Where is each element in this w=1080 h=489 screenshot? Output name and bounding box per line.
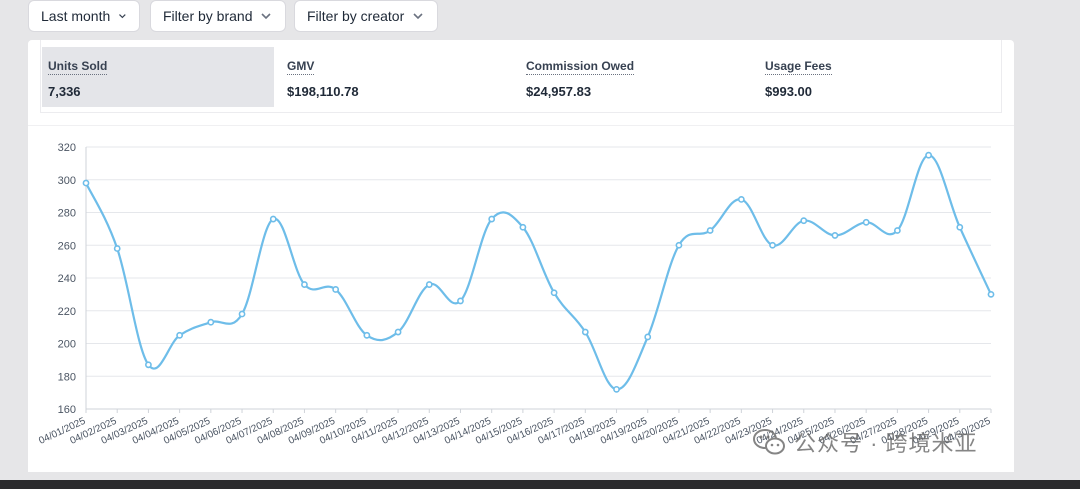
data-point bbox=[519, 223, 527, 231]
metric-label: GMV bbox=[287, 59, 315, 75]
brand-filter-label: Filter by brand bbox=[163, 8, 253, 24]
data-point bbox=[613, 385, 620, 393]
creator-filter-dropdown[interactable]: Filter by creator bbox=[294, 0, 438, 32]
metric-usage-fees[interactable]: Usage Fees $993.00 bbox=[759, 47, 991, 107]
data-point bbox=[176, 331, 184, 339]
data-point bbox=[145, 361, 152, 369]
y-tick-label: 260 bbox=[58, 240, 76, 252]
metric-value: $993.00 bbox=[765, 84, 812, 99]
metric-label: Commission Owed bbox=[526, 59, 635, 75]
date-range-label: Last month bbox=[41, 8, 111, 24]
data-point bbox=[675, 241, 683, 249]
y-tick-label: 160 bbox=[58, 404, 76, 416]
dashboard-card: Units Sold 7,336 GMV $198,110.78 Commiss… bbox=[28, 40, 1014, 472]
y-tick-label: 180 bbox=[58, 371, 76, 383]
data-point bbox=[238, 310, 246, 318]
y-tick-label: 280 bbox=[58, 208, 76, 220]
data-point bbox=[956, 223, 964, 231]
data-point bbox=[831, 232, 839, 239]
data-point bbox=[394, 328, 402, 336]
metric-gmv[interactable]: GMV $198,110.78 bbox=[281, 47, 513, 107]
data-point bbox=[363, 331, 371, 339]
y-tick-label: 200 bbox=[58, 339, 76, 351]
creator-filter-label: Filter by creator bbox=[307, 8, 405, 24]
data-point bbox=[769, 241, 776, 249]
series-line-units-sold bbox=[85, 154, 992, 391]
chevron-down-icon bbox=[119, 14, 126, 19]
watermark: 公众号 · 跨境米亚 bbox=[752, 424, 978, 460]
data-point bbox=[207, 318, 215, 326]
metric-commission-owed[interactable]: Commission Owed $24,957.83 bbox=[520, 47, 752, 107]
data-point bbox=[893, 227, 901, 234]
metric-value: $198,110.78 bbox=[287, 84, 359, 99]
data-point bbox=[425, 281, 433, 288]
data-point bbox=[269, 215, 277, 223]
data-point bbox=[332, 286, 340, 293]
data-point bbox=[550, 289, 558, 297]
data-point bbox=[113, 245, 121, 252]
metrics-row: Units Sold 7,336 GMV $198,110.78 Commiss… bbox=[40, 40, 1002, 113]
data-point bbox=[737, 196, 745, 203]
data-point bbox=[301, 281, 308, 288]
metric-value: 7,336 bbox=[48, 84, 81, 99]
data-point bbox=[706, 227, 714, 234]
chevron-down-icon bbox=[413, 13, 423, 20]
data-point bbox=[581, 328, 589, 336]
y-tick-label: 240 bbox=[58, 273, 76, 285]
chart-container: 160 180 200 220 240 260 280 300 320 04/01/2025 04/… bbox=[28, 125, 1014, 472]
wechat-icon bbox=[753, 429, 785, 455]
watermark-text: 公众号 · 跨境米亚 bbox=[794, 431, 978, 456]
data-point bbox=[800, 217, 808, 225]
data-point bbox=[862, 218, 870, 226]
units-sold-line-chart: 16018020022024026028030032004/01/202504/… bbox=[37, 142, 995, 447]
chevron-down-icon bbox=[261, 13, 272, 20]
metric-units-sold[interactable]: Units Sold 7,336 bbox=[42, 47, 274, 107]
y-tick-label: 300 bbox=[58, 175, 76, 187]
y-tick-label: 320 bbox=[58, 142, 76, 154]
bottom-bar bbox=[0, 480, 1080, 489]
data-point bbox=[644, 333, 652, 341]
date-range-dropdown[interactable]: Last month bbox=[28, 0, 140, 32]
data-point bbox=[457, 297, 464, 305]
data-point bbox=[987, 290, 995, 298]
metric-label: Usage Fees bbox=[765, 59, 832, 75]
data-point bbox=[925, 151, 932, 159]
metric-value: $24,957.83 bbox=[526, 84, 592, 99]
brand-filter-dropdown[interactable]: Filter by brand bbox=[150, 0, 286, 32]
data-point bbox=[82, 179, 90, 187]
y-tick-label: 220 bbox=[58, 306, 76, 318]
metric-label: Units Sold bbox=[48, 59, 108, 75]
data-point bbox=[488, 215, 496, 223]
